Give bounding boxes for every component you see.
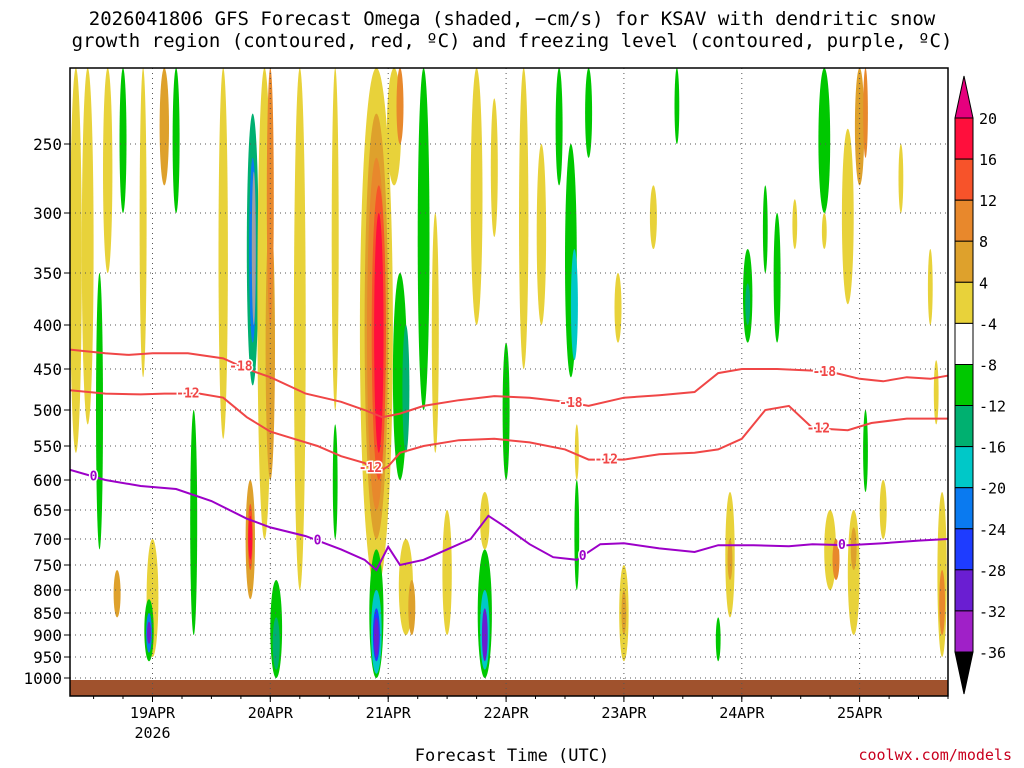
colorbar-bottom-arrow: [954, 651, 974, 695]
credit-link[interactable]: coolwx.com/models: [858, 746, 1012, 764]
chart-title-line-1: 2026041806 GFS Forecast Omega (shaded, −…: [88, 8, 936, 30]
colorbar-label: 16: [979, 151, 997, 169]
chart-title-line-2: growth region (contoured, red, ºC) and f…: [71, 30, 953, 52]
plot-frame: [69, 67, 949, 697]
x-tick-label: 25APR: [837, 704, 883, 722]
x-tick-label: 21APR: [366, 704, 412, 722]
x-tick-label: 23APR: [601, 704, 647, 722]
omega-shading-layer: [70, 68, 948, 696]
colorbar-label: -8: [979, 357, 997, 375]
contour-label: -12: [359, 461, 382, 476]
y-tick-label: 800: [33, 581, 62, 600]
colorbar-swatch: [954, 446, 974, 489]
colorbar-label: -36: [979, 644, 1006, 662]
contour-label: 0: [314, 534, 322, 549]
colorbar-label: -32: [979, 603, 1006, 621]
contour-label: 0: [579, 549, 587, 564]
y-axis: 250 300 350 400 450 500 550 600 650 700 750 800 850 9…: [23, 135, 70, 688]
y-tick-label: 500: [33, 401, 62, 420]
colorbar-swatch: [954, 240, 974, 283]
colorbar-swatch: [954, 487, 974, 530]
colorbar-swatch: [954, 405, 974, 448]
contour-label: -12: [594, 453, 617, 468]
y-tick-label: 400: [33, 316, 62, 335]
x-tick-label: 24APR: [719, 704, 765, 722]
contour-0C: [70, 468, 948, 572]
x-tick-label: 22APR: [484, 704, 530, 722]
x-axis-title: Forecast Time (UTC): [414, 746, 610, 766]
contour-label: -18: [229, 359, 253, 374]
colorbar-label: -24: [979, 521, 1006, 539]
y-tick-label: 750: [33, 556, 62, 575]
colorbar-swatch: [954, 199, 974, 242]
y-tick-label: 350: [33, 264, 62, 283]
contour-label: -18: [813, 365, 837, 380]
colorbar-label: -16: [979, 439, 1006, 457]
y-tick-label: 900: [33, 626, 62, 645]
contour-label: 0: [90, 470, 98, 485]
colorbar-swatch: [954, 364, 974, 407]
y-tick-label: 300: [33, 204, 62, 223]
colorbar-label: -28: [979, 562, 1006, 580]
y-tick-label: 600: [33, 471, 62, 490]
ground-band: [70, 680, 948, 696]
colorbar-swatch: [954, 528, 974, 571]
contour--18C: [70, 348, 948, 419]
x-tick-label: 20APR: [248, 704, 294, 722]
contour--12C: [70, 389, 948, 475]
x-axis: 19APR 20APR 21APR 22APR 23APR 24APR 25APR 2026: [93, 696, 949, 742]
colorbar-label: -4: [979, 315, 997, 333]
x-year-label: 2026: [134, 724, 170, 742]
colorbar-swatch: [954, 117, 974, 160]
colorbar-top-arrow: [954, 75, 974, 119]
contour-label: -12: [176, 387, 199, 402]
colorbar-swatch: [954, 610, 974, 653]
contour-labels: -18 -18 -18 -12 -12 -12 -12 0 0 0 0: [88, 358, 847, 566]
y-tick-label: 550: [33, 437, 62, 456]
y-tick-label: 850: [33, 604, 62, 623]
contour-label: -12: [807, 421, 830, 436]
colorbar: 20 16 12 8 4 -4 -8 -12 -16 -20 -24 -28 -32 -36: [954, 75, 1006, 695]
colorbar-label: 12: [979, 192, 997, 210]
chart-title: 2026041806 GFS Forecast Omega (shaded, −…: [0, 8, 1024, 52]
y-tick-label: 700: [33, 530, 62, 549]
x-tick-label: 19APR: [130, 704, 176, 722]
y-tick-label: 250: [33, 135, 62, 154]
contour-layer: [70, 348, 948, 572]
colorbar-label: -12: [979, 398, 1006, 416]
y-tick-label: 450: [33, 360, 62, 379]
colorbar-label: 8: [979, 233, 988, 251]
contour-label: 0: [838, 538, 846, 553]
colorbar-label: -20: [979, 480, 1006, 498]
colorbar-swatch: [954, 569, 974, 612]
colorbar-swatch: [954, 322, 974, 365]
y-tick-label: 950: [33, 648, 62, 667]
colorbar-label: 4: [979, 274, 988, 292]
colorbar-label: 20: [979, 110, 997, 128]
colorbar-swatch: [954, 281, 974, 324]
colorbar-swatch: [954, 158, 974, 201]
y-tick-label: 1000: [23, 669, 62, 688]
contour-label: -18: [559, 396, 583, 411]
y-tick-label: 650: [33, 501, 62, 520]
